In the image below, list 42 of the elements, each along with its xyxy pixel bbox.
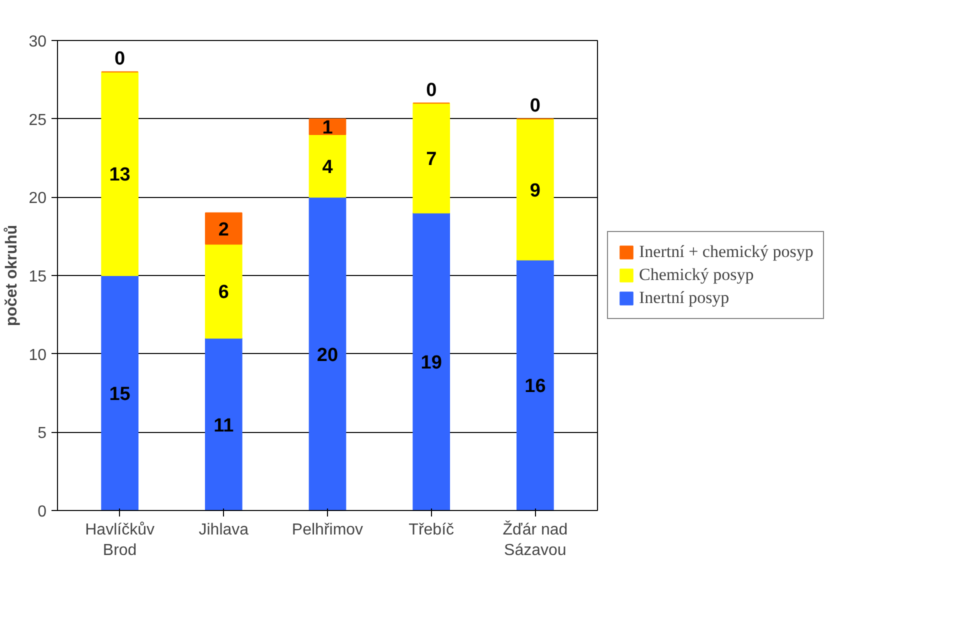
data-label: 13 <box>109 164 130 186</box>
bar <box>308 196 346 510</box>
data-label: 11 <box>214 415 234 436</box>
y-tick-label: 25 <box>28 112 47 129</box>
y-tick-label: 30 <box>28 34 47 50</box>
bar <box>204 338 242 510</box>
bar <box>204 212 242 245</box>
x-tick-label: Havlíčkův Brod <box>85 522 154 559</box>
data-label: 2 <box>218 220 229 240</box>
data-label: 19 <box>420 352 442 374</box>
bar <box>412 212 450 510</box>
data-label: 9 <box>530 180 540 202</box>
data-label: 1 <box>322 118 334 139</box>
legend-label: Inertní posyp <box>639 288 730 308</box>
bar <box>101 275 138 510</box>
data-label: 0 <box>426 80 437 102</box>
data-label: 7 <box>426 149 437 170</box>
data-label: 16 <box>524 376 546 398</box>
bar <box>412 102 450 214</box>
bar <box>204 244 242 339</box>
bar <box>516 259 554 510</box>
legend-label: Chemický posyp <box>639 265 754 285</box>
x-tick-label: Žďár nad Sázavou <box>502 520 568 559</box>
data-label: 0 <box>530 96 540 117</box>
legend-label: Inertní + chemický posyp <box>639 242 814 262</box>
bar <box>101 71 138 276</box>
y-tick-label: 15 <box>28 268 47 286</box>
data-label: 15 <box>109 384 131 405</box>
x-tick-label: Jihlava <box>198 522 249 538</box>
x-tick-label: Třebíč <box>408 522 454 538</box>
x-tick-label: Pelhřimov <box>292 522 364 538</box>
data-label: 4 <box>322 156 334 178</box>
data-label: 0 <box>114 48 126 70</box>
y-tick-label: 0 <box>38 504 47 520</box>
bar <box>516 118 554 260</box>
data-label: 6 <box>218 282 229 304</box>
bar <box>308 134 346 198</box>
y-tick-label: 5 <box>38 425 47 442</box>
y-tick-label: 20 <box>28 190 47 208</box>
y-axis-title: počet okruhů <box>4 224 21 326</box>
y-tick-label: 10 <box>28 346 47 364</box>
data-label: 20 <box>316 344 338 366</box>
